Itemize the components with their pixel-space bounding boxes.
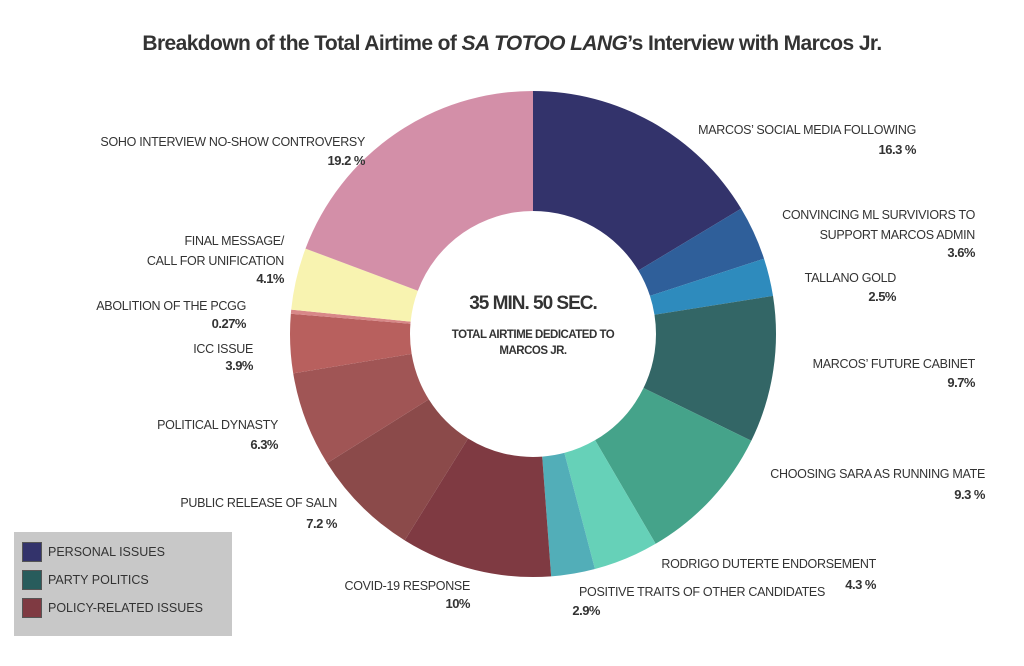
slice	[638, 208, 765, 296]
slice	[327, 399, 469, 541]
slice	[643, 295, 776, 441]
slice	[564, 440, 656, 569]
legend-item: PERSONAL ISSUES	[22, 542, 165, 562]
slice-label: SOHO INTERVIEW NO-SHOW CONTROVERSY	[100, 135, 365, 149]
value-label: 4.3 %	[845, 577, 876, 592]
value-label: 2.9%	[572, 603, 600, 618]
center-value: 35 MIN. 50 SEC.	[469, 293, 598, 314]
value-label: 19.2 %	[327, 153, 366, 168]
value-label: 16.3 %	[878, 142, 917, 157]
legend-item: PARTY POLITICS	[22, 570, 149, 590]
slice-label: CHOOSING SARA AS RUNNING MATE	[770, 467, 985, 481]
center-caption: TOTAL AIRTIME DEDICATED TO MARCOS JR.	[451, 329, 615, 357]
slice-label: ABOLITION OF THE PCGG	[96, 299, 246, 313]
slice	[542, 452, 595, 577]
slice	[649, 258, 774, 315]
value-label: 0.27%	[211, 316, 247, 331]
slice	[533, 91, 742, 271]
value-label: 2.5%	[868, 289, 896, 304]
legend-label: PARTY POLITICS	[48, 573, 149, 587]
slice-label: MARCOS’ FUTURE CABINET	[812, 357, 976, 371]
value-label: 3.6%	[947, 245, 975, 260]
value-label: 9.7%	[947, 375, 975, 390]
legend-label: PERSONAL ISSUES	[48, 545, 165, 559]
value-label: 10%	[445, 596, 470, 611]
legend-swatch	[22, 570, 42, 590]
slice-label: POSITIVE TRAITS OF OTHER CANDIDATES	[578, 585, 825, 599]
slice-label: CONVINCING ML SURVIVIORS TO SUPPORT MARC…	[782, 208, 975, 242]
slice	[291, 248, 418, 322]
slice-label: POLITICAL DYNASTY	[157, 418, 278, 432]
legend-label: POLICY-RELATED ISSUES	[48, 601, 203, 615]
title-part: Breakdown of the Total Airtime of	[142, 32, 462, 55]
slice	[404, 438, 552, 577]
title-part: ’s Interview with Marcos Jr.	[627, 32, 882, 55]
legend: PERSONAL ISSUES PARTY POLITICS POLICY-RELA…	[14, 532, 232, 636]
slice-label: COVID-19 RESPONSE	[344, 579, 471, 593]
value-label: 3.9%	[225, 358, 253, 373]
legend-swatch	[22, 542, 42, 562]
title-part: SA TOTOO LANG	[461, 32, 628, 55]
slice-label: TALLANO GOLD	[804, 271, 897, 285]
slice	[595, 388, 752, 544]
slice-label: FINAL MESSAGE/ CALL FOR UNIFICATION	[146, 234, 284, 268]
legend-swatch	[22, 598, 42, 618]
slice	[293, 353, 429, 464]
chart-title: Breakdown of the Total Airtime of SA TOT…	[0, 32, 1024, 56]
slice-label: MARCOS’ SOCIAL MEDIA FOLLOWING	[698, 123, 916, 137]
slice	[290, 309, 411, 324]
slice-label: PUBLIC RELEASE OF SALN	[180, 496, 337, 510]
value-label: 9.3 %	[954, 487, 985, 502]
slice	[305, 91, 533, 291]
legend-item: POLICY-RELATED ISSUES	[22, 598, 203, 618]
slice-label: ICC ISSUE	[193, 342, 253, 356]
value-label: 6.3%	[250, 437, 278, 452]
slice	[289, 313, 412, 374]
value-label: 7.2 %	[306, 516, 337, 531]
slice-label: RODRIGO DUTERTE ENDORSEMENT	[661, 557, 876, 571]
value-label: 4.1%	[256, 271, 284, 286]
